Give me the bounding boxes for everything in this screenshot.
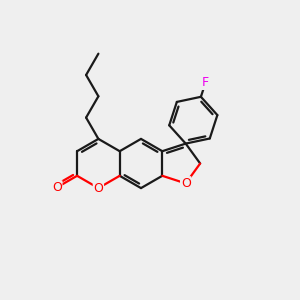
Text: O: O [94, 182, 103, 195]
Text: O: O [181, 177, 190, 190]
Text: F: F [202, 76, 209, 89]
Text: O: O [52, 181, 62, 194]
